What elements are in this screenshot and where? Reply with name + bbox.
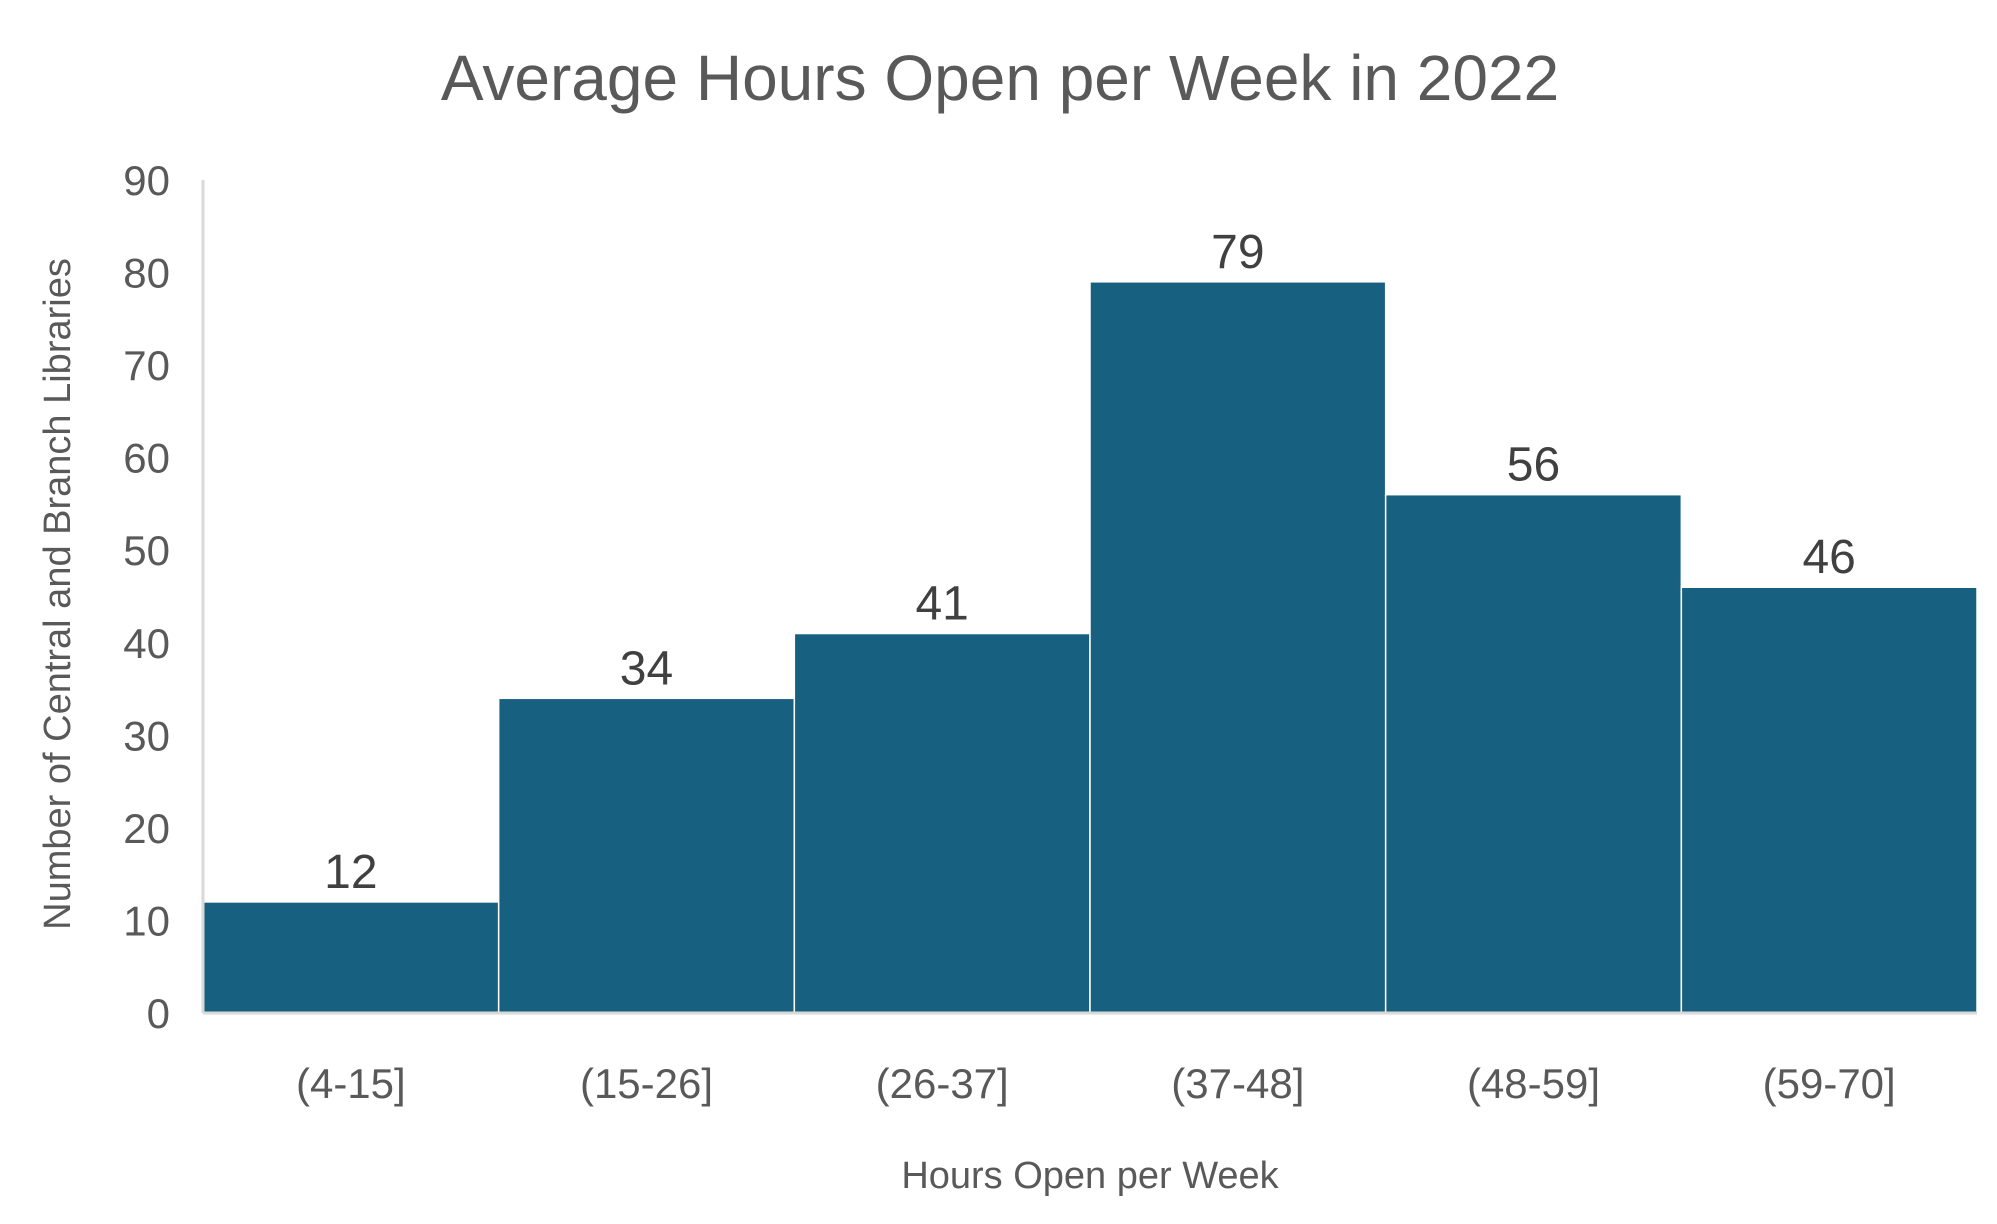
data-label: 12 (324, 846, 377, 899)
y-tick-label: 30 (123, 712, 170, 759)
data-labels-group: 12 34 41 79 56 46 (324, 226, 1856, 899)
y-tick-label: 0 (147, 990, 170, 1037)
data-label: 56 (1507, 439, 1560, 492)
x-tick-label: (48-59] (1467, 1060, 1600, 1107)
x-tick-label: (15-26] (580, 1060, 713, 1107)
x-axis-categories: (4-15] (15-26] (26-37] (37-48] (48-59] (59-70… (296, 1060, 1896, 1107)
bar (793, 632, 1091, 1014)
bars-group (202, 281, 1978, 1014)
x-axis-title: Hours Open per Week (901, 1155, 1279, 1197)
x-tick-label: (26-37] (876, 1060, 1009, 1107)
bar (497, 697, 796, 1014)
y-tick-label: 70 (123, 342, 170, 389)
data-label: 34 (620, 642, 673, 695)
chart-title: Average Hours Open per Week in 2022 (441, 42, 1559, 114)
x-tick-label: (59-70] (1763, 1060, 1896, 1107)
data-label: 46 (1802, 531, 1855, 584)
y-tick-label: 90 (123, 157, 170, 204)
y-axis-title: Number of Central and Branch Libraries (37, 258, 79, 930)
bar (1384, 493, 1683, 1014)
bar (202, 901, 500, 1014)
y-tick-label: 20 (123, 805, 170, 852)
y-tick-label: 10 (123, 897, 170, 944)
data-label: 79 (1211, 226, 1264, 279)
y-tick-label: 50 (123, 527, 170, 574)
x-tick-label: (37-48] (1171, 1060, 1304, 1107)
y-tick-label: 40 (123, 620, 170, 667)
bar (1680, 586, 1978, 1014)
y-tick-label: 60 (123, 435, 170, 482)
y-tick-label: 80 (123, 250, 170, 297)
bar (1089, 281, 1387, 1014)
x-tick-label: (4-15] (296, 1060, 406, 1107)
data-label: 41 (915, 578, 968, 631)
y-axis-ticks: 0 10 20 30 40 50 60 70 80 90 (123, 157, 170, 1037)
